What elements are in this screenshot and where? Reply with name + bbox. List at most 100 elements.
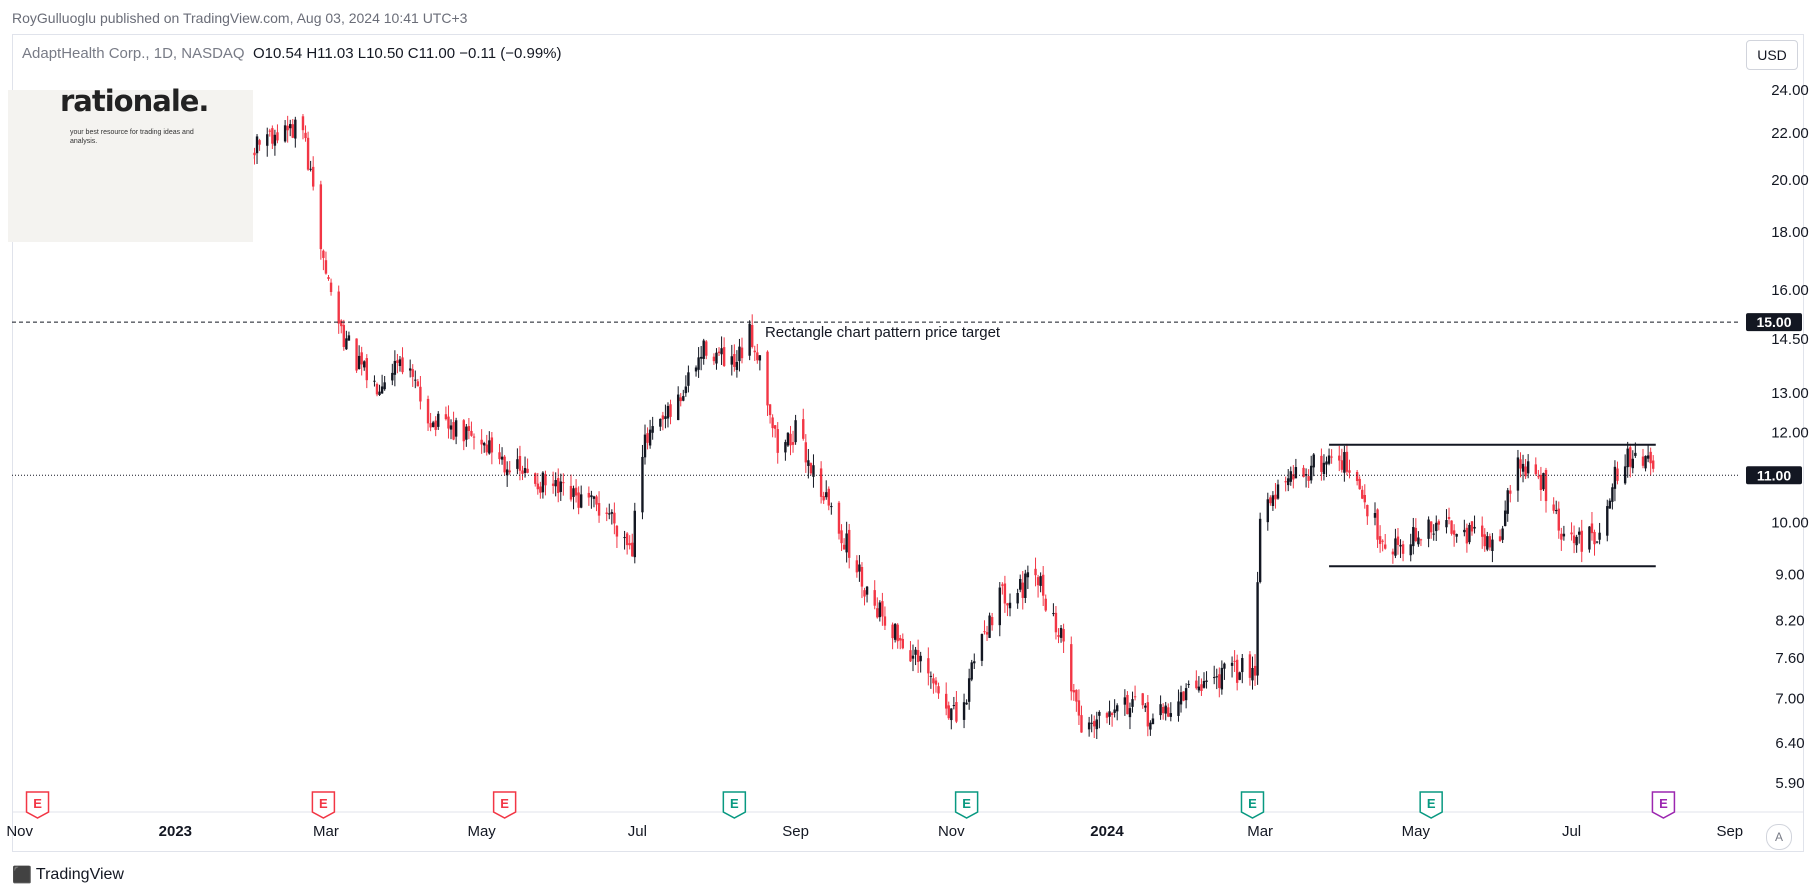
candle-body: [1016, 592, 1019, 604]
candle-body: [327, 277, 330, 279]
candle-body: [1233, 660, 1236, 662]
symbol-legend[interactable]: AdaptHealth Corp., 1D, NASDAQ O10.54 H11…: [22, 45, 562, 62]
candle-body: [426, 398, 430, 424]
earnings-marker-shape: [1240, 791, 1265, 819]
candle-body: [819, 468, 823, 497]
candle-body: [431, 422, 435, 427]
candle-body: [1376, 509, 1379, 540]
ohlc-values: O10.54 H11.03 L10.50 C11.00 −0.11 (−0.99…: [252, 45, 562, 62]
candle-body: [988, 615, 991, 638]
candle-body: [1427, 519, 1430, 539]
candle-body: [720, 348, 723, 355]
candle-body: [1488, 536, 1492, 548]
candle-body: [1110, 713, 1114, 716]
tradingview-logo-icon: ⬛: [12, 867, 32, 884]
candle-body: [1419, 539, 1423, 541]
candle-body: [590, 495, 593, 498]
candle-body: [505, 469, 509, 476]
candle-body: [684, 386, 688, 394]
candle-body: [1414, 527, 1418, 541]
candle-body: [893, 623, 897, 640]
candle-body: [396, 360, 399, 364]
candle-body: [1251, 667, 1254, 681]
earnings-marker[interactable]: E: [25, 791, 50, 819]
candle-body: [1626, 448, 1629, 468]
candle-body: [944, 693, 948, 709]
candle-body: [896, 624, 899, 642]
candle-body: [429, 423, 432, 428]
candle-body: [1309, 465, 1313, 481]
candle-body: [289, 124, 292, 129]
candle-body: [865, 586, 869, 595]
candle-body: [329, 282, 333, 292]
candle-body: [1338, 455, 1341, 461]
candle-body: [970, 662, 973, 680]
candle-body: [666, 405, 670, 419]
candle-body: [1447, 516, 1451, 519]
candle-body: [1133, 696, 1137, 698]
candle-body: [1322, 462, 1326, 474]
auto-scale-button[interactable]: A: [1766, 824, 1792, 850]
currency-button[interactable]: USD: [1746, 40, 1798, 70]
candle-body: [648, 429, 652, 446]
candle-body: [1623, 466, 1627, 484]
candle-body: [914, 649, 917, 655]
candle-body: [518, 455, 522, 471]
candle-body: [286, 125, 289, 131]
x-tick-label: Mar: [313, 823, 339, 840]
earnings-marker[interactable]: E: [492, 791, 517, 819]
candle-body: [1343, 452, 1346, 473]
earnings-marker[interactable]: E: [1651, 791, 1676, 819]
candle-body: [1644, 455, 1647, 469]
candle-body: [592, 496, 596, 499]
candle-body: [1057, 635, 1060, 637]
earnings-marker[interactable]: E: [1240, 791, 1265, 819]
y-tick-label: 20.00: [1771, 172, 1809, 189]
candle-body: [1146, 702, 1150, 727]
candle-body: [1212, 677, 1216, 679]
candle-body: [679, 397, 682, 402]
candle-body: [363, 361, 366, 368]
earnings-marker[interactable]: E: [311, 791, 336, 819]
candle-body: [705, 341, 708, 356]
candle-body: [408, 368, 412, 371]
footer-brand[interactable]: ⬛ TradingView: [12, 865, 124, 885]
candle-body: [855, 560, 859, 573]
candle-body: [973, 661, 976, 664]
candle-body: [825, 492, 828, 498]
candle-body: [595, 496, 598, 505]
candle-body: [891, 624, 894, 639]
candle-body: [1113, 709, 1116, 713]
candle-body: [985, 632, 989, 635]
earnings-marker[interactable]: E: [954, 791, 979, 819]
candle-body: [1437, 521, 1441, 525]
candle-body: [360, 352, 363, 365]
candle-body: [664, 416, 667, 419]
candle-body: [733, 354, 736, 367]
candle-body: [534, 473, 537, 484]
footer-brand-label: TradingView: [35, 866, 124, 883]
candle-body: [1164, 705, 1167, 714]
candle-body: [574, 487, 578, 496]
candle-body: [947, 705, 950, 719]
candle-body: [291, 124, 294, 138]
candle-body: [1327, 455, 1331, 464]
candle-body: [1539, 474, 1543, 491]
candle-body: [1345, 451, 1349, 472]
earnings-marker[interactable]: E: [1419, 791, 1443, 819]
candle-body: [414, 379, 417, 381]
candle-body: [1307, 476, 1310, 481]
candle-body: [340, 320, 343, 327]
candle-body: [1361, 489, 1364, 499]
candle-body: [1184, 688, 1188, 701]
candle-body: [1026, 572, 1030, 578]
candle-body: [773, 425, 777, 429]
y-tick-label: 7.60: [1775, 650, 1804, 667]
candle-body: [1649, 451, 1652, 464]
candle-body: [276, 132, 279, 141]
candle-body: [858, 564, 861, 572]
candle-body: [911, 655, 915, 659]
earnings-marker[interactable]: E: [722, 791, 747, 819]
candle-body: [357, 355, 361, 369]
